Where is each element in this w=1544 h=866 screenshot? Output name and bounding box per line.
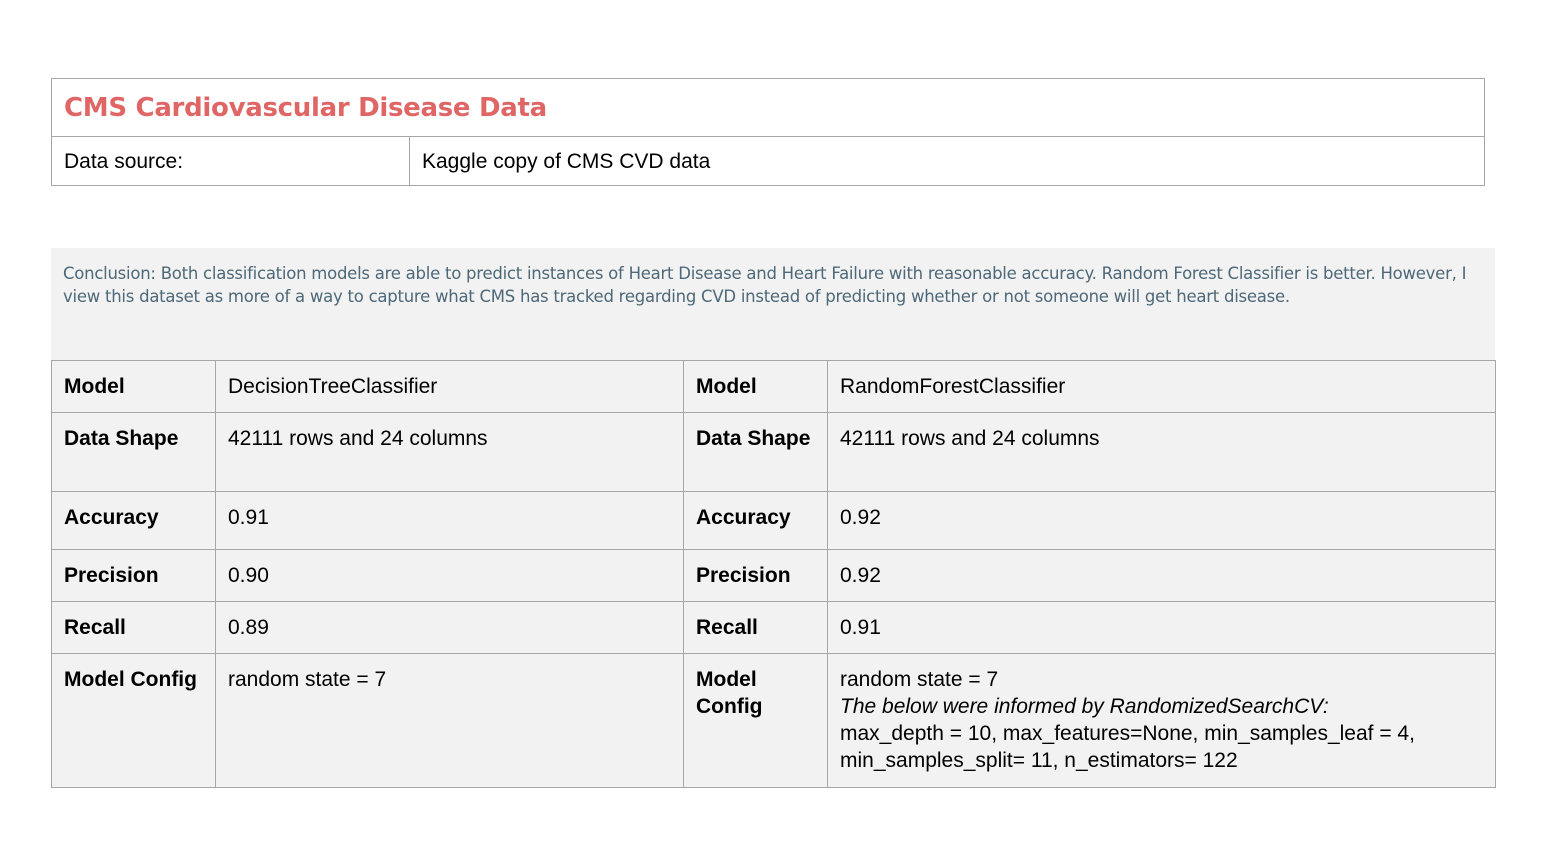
random-forest-config-line: random state = 7 — [840, 668, 999, 691]
table-row-accuracy: Accuracy 0.91 Accuracy 0.92 — [51, 491, 1496, 550]
decision-tree-shape-value: 42111 rows and 24 columns — [215, 412, 684, 492]
table-row-data-shape: Data Shape 42111 rows and 24 columns Dat… — [51, 412, 1496, 492]
model-config-label: Model Config — [683, 653, 828, 788]
random-forest-accuracy-value: 0.92 — [827, 491, 1496, 550]
random-forest-config-value: random state = 7 The below were informed… — [827, 653, 1496, 788]
table-row-recall: Recall 0.89 Recall 0.91 — [51, 601, 1496, 654]
decision-tree-accuracy-value: 0.91 — [215, 491, 684, 550]
data-source-value: Kaggle copy of CMS CVD data — [422, 149, 711, 173]
decision-tree-precision-value: 0.90 — [215, 549, 684, 602]
conclusion-text: Conclusion: Both classification models a… — [63, 264, 1467, 306]
data-shape-label: Data Shape — [683, 412, 828, 492]
data-shape-label: Data Shape — [51, 412, 216, 492]
accuracy-label: Accuracy — [51, 491, 216, 550]
model-config-label: Model Config — [51, 653, 216, 788]
random-forest-config-note: The below were informed by RandomizedSea… — [840, 695, 1329, 718]
model-label: Model — [51, 360, 216, 413]
conclusion-panel: Conclusion: Both classification models a… — [51, 248, 1495, 361]
table-row-model: Model DecisionTreeClassifier Model Rando… — [51, 360, 1496, 413]
accuracy-label: Accuracy — [683, 491, 828, 550]
precision-label: Precision — [51, 549, 216, 602]
decision-tree-config-value: random state = 7 — [215, 653, 684, 788]
random-forest-precision-value: 0.92 — [827, 549, 1496, 602]
precision-label: Precision — [683, 549, 828, 602]
model-comparison-table: Model DecisionTreeClassifier Model Rando… — [51, 360, 1496, 788]
random-forest-model-value: RandomForestClassifier — [827, 360, 1496, 413]
random-forest-config-params: max_depth = 10, max_features=None, min_s… — [840, 722, 1415, 772]
table-row-model-config: Model Config random state = 7 Model Conf… — [51, 653, 1496, 788]
model-label: Model — [683, 360, 828, 413]
data-source-row: Data source: Kaggle copy of CMS CVD data — [52, 137, 1484, 186]
decision-tree-model-value: DecisionTreeClassifier — [215, 360, 684, 413]
data-source-label: Data source: — [52, 137, 410, 186]
page-title: CMS Cardiovascular Disease Data — [64, 92, 547, 123]
recall-label: Recall — [683, 601, 828, 654]
random-forest-recall-value: 0.91 — [827, 601, 1496, 654]
table-row-precision: Precision 0.90 Precision 0.92 — [51, 549, 1496, 602]
decision-tree-recall-value: 0.89 — [215, 601, 684, 654]
random-forest-shape-value: 42111 rows and 24 columns — [827, 412, 1496, 492]
title-row: CMS Cardiovascular Disease Data — [52, 79, 1484, 137]
header-table: CMS Cardiovascular Disease Data Data sou… — [51, 78, 1485, 186]
recall-label: Recall — [51, 601, 216, 654]
